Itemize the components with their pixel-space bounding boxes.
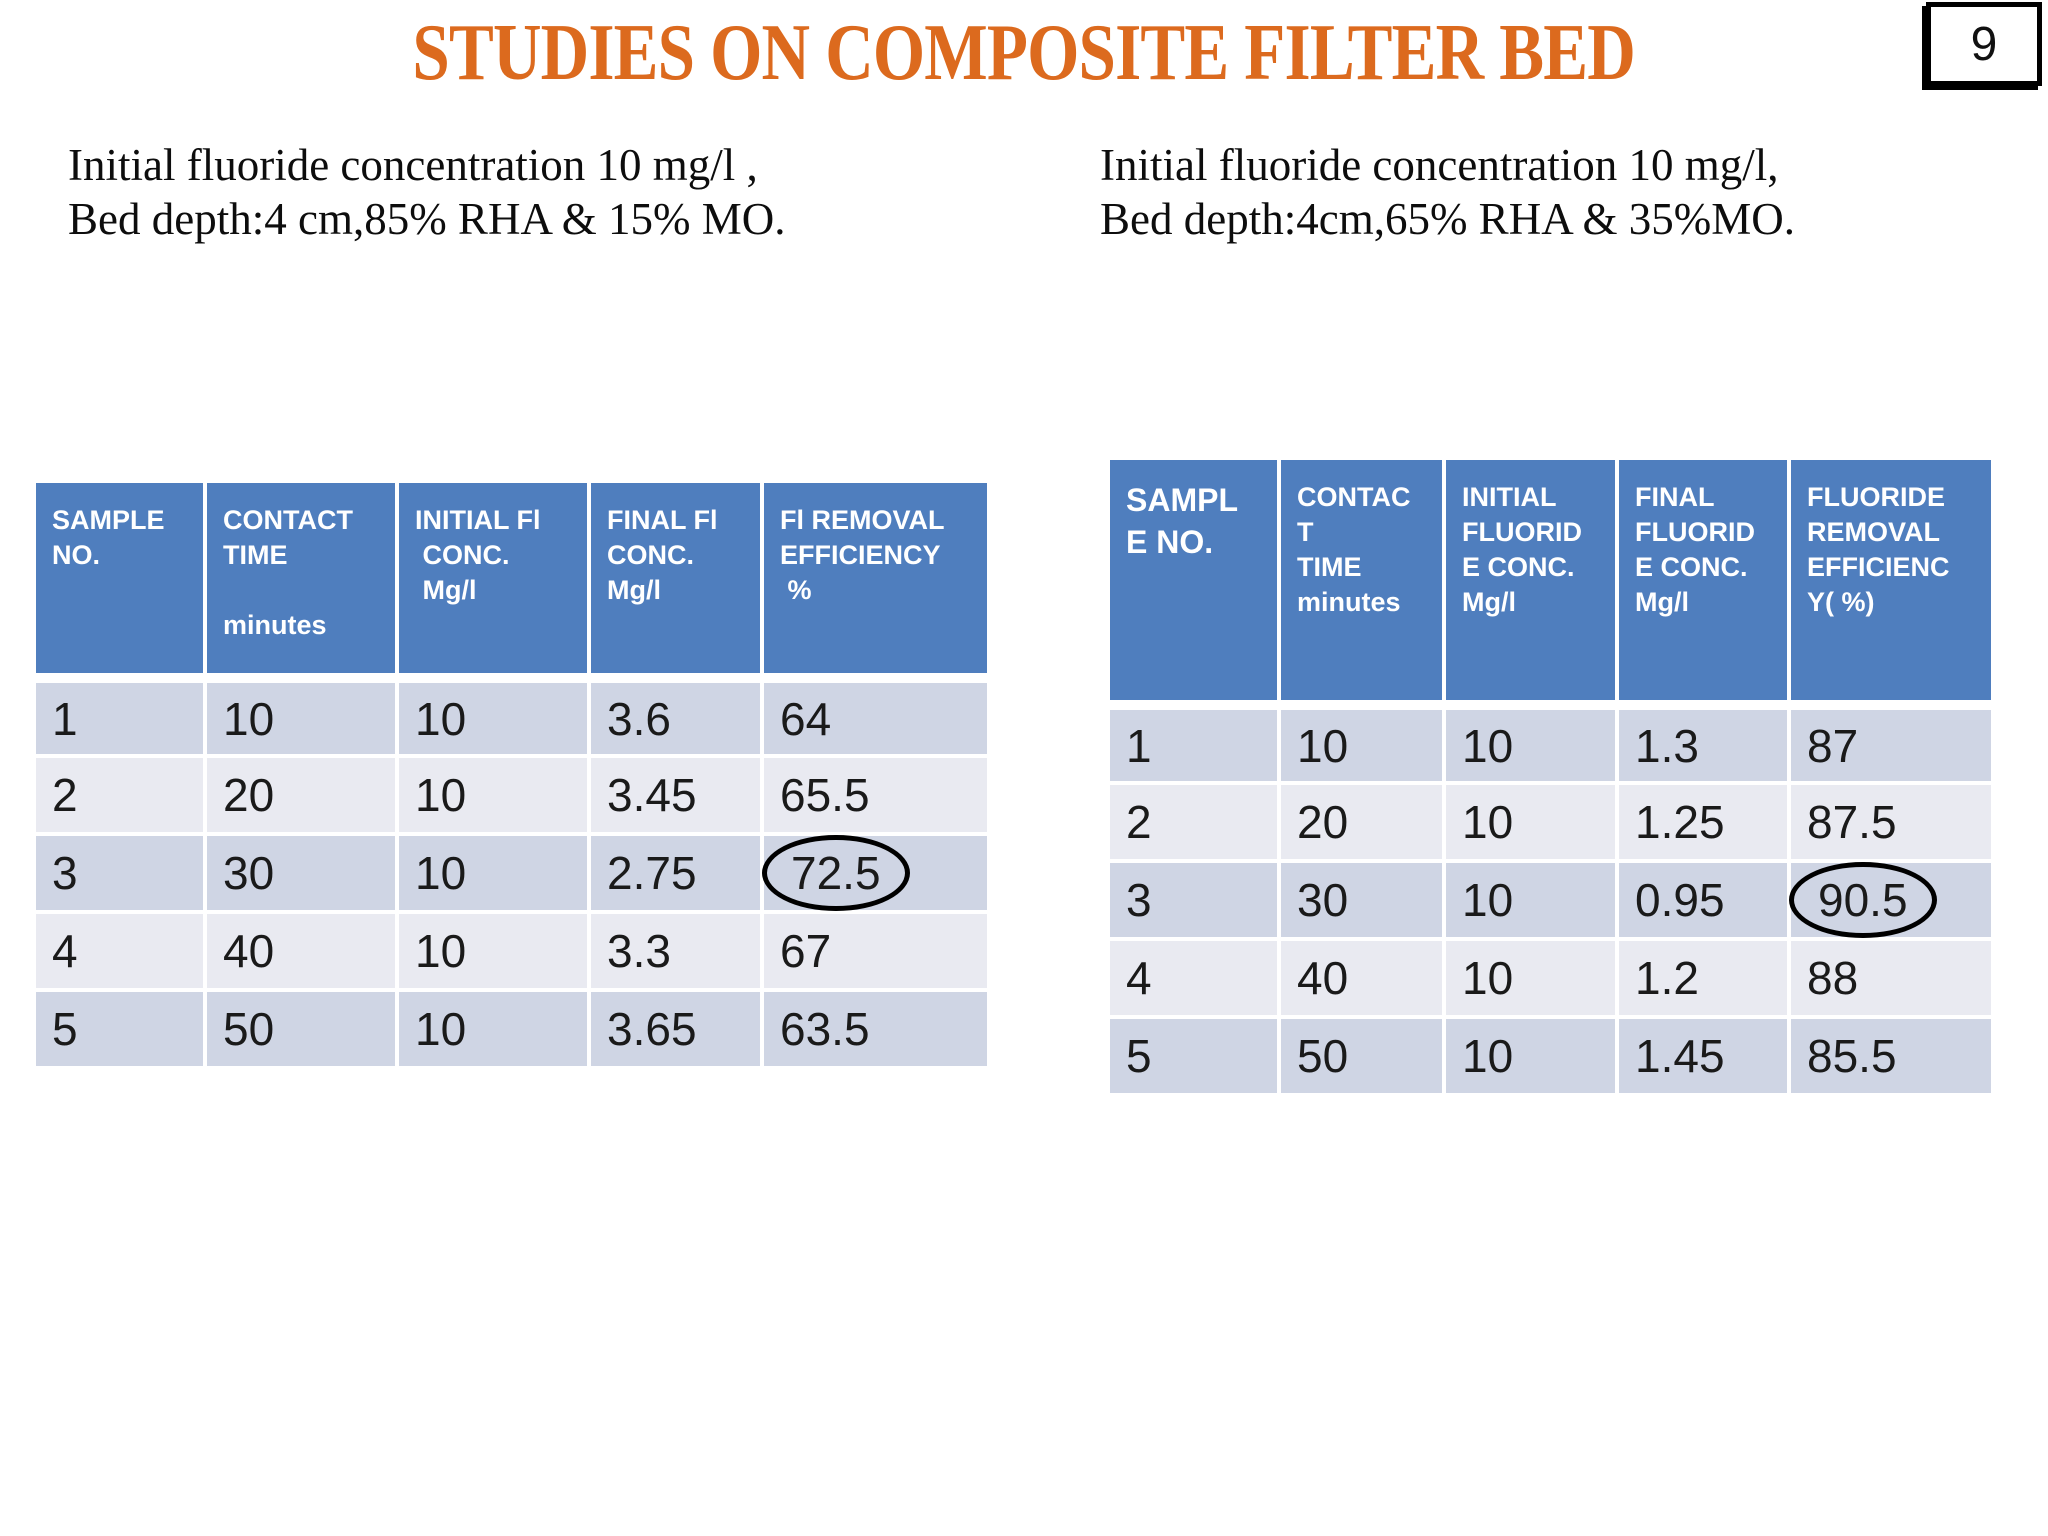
slide-title-wrap: STUDIES ON COMPOSITE FILTER BED: [0, 8, 2048, 99]
table-row: 5 50 10 3.65 63.5: [36, 990, 987, 1070]
table-cell: 10: [397, 834, 591, 914]
header-cell-contact-time: CONTACT TIME minutes: [205, 483, 399, 683]
table-cell: 30: [1279, 861, 1446, 941]
table-cell: 50: [1279, 1017, 1446, 1097]
table-header-row: SAMPLE NO. CONTACT TIME minutes INITIAL …: [36, 483, 987, 683]
table-cell: 10: [397, 990, 591, 1070]
table-cell: 30: [205, 834, 399, 914]
table-cell: 72.5: [762, 834, 987, 914]
table-cell: 90.5: [1789, 861, 1991, 941]
header-cell-sample-no: SAMPLE NO.: [36, 483, 207, 683]
header-cell-final-conc: FINAL Fl CONC. Mg/l: [589, 483, 764, 683]
table-cell: 3.6: [589, 678, 764, 758]
table-cell: 40: [205, 912, 399, 992]
header-cell-initial-conc: INITIAL FLUORID E CONC. Mg/l: [1444, 460, 1619, 710]
table-cell: 1: [36, 678, 207, 758]
header-cell-removal-efficiency: Fl REMOVAL EFFICIENCY %: [762, 483, 987, 683]
table-cell: 10: [205, 678, 399, 758]
table-cell: 10: [1444, 939, 1619, 1019]
table-cell: 2: [1110, 783, 1281, 863]
table-cell: 1.45: [1617, 1017, 1791, 1097]
table-header-row: SAMPL E NO. CONTAC T TIME minutes INITIA…: [1110, 460, 1991, 710]
table-row: 4 40 10 1.2 88: [1110, 939, 1991, 1019]
header-cell-contact-time: CONTAC T TIME minutes: [1279, 460, 1446, 710]
table-cell: 40: [1279, 939, 1446, 1019]
table-cell: 10: [1444, 783, 1619, 863]
table-cell: 1.2: [1617, 939, 1791, 1019]
header-cell-initial-conc: INITIAL Fl CONC. Mg/l: [397, 483, 591, 683]
page-number-box: 9: [1926, 2, 2042, 86]
table-cell: 87: [1789, 705, 1991, 785]
table-row: 2 20 10 3.45 65.5: [36, 756, 987, 836]
table-cell: 64: [762, 678, 987, 758]
header-cell-sample-no: SAMPL E NO.: [1110, 460, 1281, 710]
table-cell: 20: [1279, 783, 1446, 863]
table-cell: 10: [397, 678, 591, 758]
table-row: 3 30 10 0.95 90.5: [1110, 861, 1991, 941]
page-number: 9: [1970, 17, 1998, 71]
left-table-header: SAMPLE NO. CONTACT TIME minutes INITIAL …: [36, 483, 987, 683]
table-row: 1 10 10 1.3 87: [1110, 705, 1991, 785]
table-cell: 3: [1110, 861, 1281, 941]
table-cell: 10: [1279, 705, 1446, 785]
slide-title: STUDIES ON COMPOSITE FILTER BED: [412, 9, 1636, 97]
table-cell: 2: [36, 756, 207, 836]
circled-value: 90.5: [1789, 862, 1937, 938]
table-cell: 2.75: [589, 834, 764, 914]
table-cell: 5: [1110, 1017, 1281, 1097]
table-cell: 10: [397, 756, 591, 836]
table-cell: 1.25: [1617, 783, 1791, 863]
table-cell: 87.5: [1789, 783, 1991, 863]
table-cell: 3.65: [589, 990, 764, 1070]
table-cell: 4: [1110, 939, 1281, 1019]
header-cell-final-conc: FINAL FLUORID E CONC. Mg/l: [1617, 460, 1791, 710]
table-cell: 10: [1444, 861, 1619, 941]
right-results-table: SAMPL E NO. CONTAC T TIME minutes INITIA…: [1110, 460, 1991, 1097]
left-results-table: SAMPLE NO. CONTACT TIME minutes INITIAL …: [36, 483, 987, 1070]
table-cell: 20: [205, 756, 399, 836]
table-cell: 10: [1444, 1017, 1619, 1097]
right-caption: Initial fluoride concentration 10 mg/l, …: [1100, 140, 1795, 244]
table-cell: 85.5: [1789, 1017, 1991, 1097]
table-cell: 1.3: [1617, 705, 1791, 785]
right-table-header: SAMPL E NO. CONTAC T TIME minutes INITIA…: [1110, 460, 1991, 710]
table-cell: 67: [762, 912, 987, 992]
left-caption: Initial fluoride concentration 10 mg/l ,…: [68, 140, 786, 244]
table-cell: 63.5: [762, 990, 987, 1070]
table-row: 5 50 10 1.45 85.5: [1110, 1017, 1991, 1097]
left-table-body: 1 10 10 3.6 64 2 20 10 3.45 65.5 3 30 10 2.75 72.5 4 40 1…: [36, 678, 987, 1070]
table-cell: 4: [36, 912, 207, 992]
table-cell: 10: [397, 912, 591, 992]
table-cell: 1: [1110, 705, 1281, 785]
circled-value: 72.5: [762, 835, 910, 911]
table-cell: 5: [36, 990, 207, 1070]
right-table-body: 1 10 10 1.3 87 2 20 10 1.25 87.5 3 30 10 0.95 90.5 4 40 1…: [1110, 705, 1991, 1097]
table-cell: 3: [36, 834, 207, 914]
table-cell: 88: [1789, 939, 1991, 1019]
table-cell: 3.3: [589, 912, 764, 992]
table-cell: 65.5: [762, 756, 987, 836]
table-row: 1 10 10 3.6 64: [36, 678, 987, 758]
table-row: 3 30 10 2.75 72.5: [36, 834, 987, 914]
table-cell: 10: [1444, 705, 1619, 785]
header-cell-removal-efficiency: FLUORIDE REMOVAL EFFICIENC Y( %): [1789, 460, 1991, 710]
table-cell: 0.95: [1617, 861, 1791, 941]
table-row: 2 20 10 1.25 87.5: [1110, 783, 1991, 863]
table-cell: 50: [205, 990, 399, 1070]
table-cell: 3.45: [589, 756, 764, 836]
table-row: 4 40 10 3.3 67: [36, 912, 987, 992]
